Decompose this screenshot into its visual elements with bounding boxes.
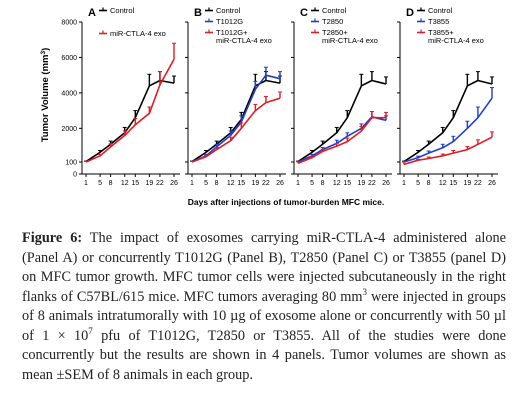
legend-label: T1012G — [216, 17, 243, 26]
legend-label: T1012G+ miR-CTLA-4 exo — [216, 28, 272, 45]
x-tick-label: 19 — [251, 180, 259, 187]
legend-label: Control — [428, 6, 453, 15]
y-tick-label: 6000 — [61, 55, 77, 62]
svg-text:Tumor Volume (mm3): Tumor Volume (mm3) — [40, 48, 52, 143]
x-tick-label: 8 — [109, 180, 113, 187]
x-tick-label: 26 — [382, 180, 390, 187]
x-tick-label: 26 — [276, 180, 284, 187]
caption-sup-2: 7 — [88, 325, 93, 336]
x-axis-label: Days after injections of tumor-burden MF… — [188, 197, 384, 207]
caption-text-1: The impact of exosomes carrying miR-CTLA… — [22, 230, 506, 305]
x-tick-label: 19 — [357, 180, 365, 187]
figure-caption: Figure 6: The impact of exosomes carryin… — [22, 229, 506, 385]
x-tick-label: 8 — [215, 180, 219, 187]
y-axis-label: Tumor Volume (mm3) — [40, 48, 52, 143]
x-tick-label: 5 — [416, 180, 420, 187]
y-tick-label: 2000 — [61, 126, 77, 133]
panel-letter: D — [406, 7, 414, 19]
x-tick-label: 15 — [131, 180, 139, 187]
caption-text-3: pfu of T1012G, T2850 or T3855. All of th… — [22, 327, 506, 383]
legend-label: T2850+ miR-CTLA-4 exo — [322, 28, 378, 45]
x-tick-label: 1 — [190, 180, 194, 187]
x-tick-label: 1 — [296, 180, 300, 187]
series-line — [403, 136, 493, 166]
panel-letter: C — [300, 7, 308, 19]
y-tick-label: 100 — [65, 160, 77, 167]
x-tick-label: 22 — [156, 180, 164, 187]
x-tick-label: 1 — [84, 180, 88, 187]
x-tick-label: 1 — [402, 180, 406, 187]
x-tick-label: 22 — [368, 180, 376, 187]
legend-label: T3855 — [428, 17, 449, 26]
series-line — [403, 97, 493, 163]
legend-label: Control — [216, 6, 241, 15]
panel-letter: B — [194, 7, 202, 19]
legend-label: T2850 — [322, 17, 343, 26]
x-tick-label: 26 — [170, 180, 178, 187]
x-tick-label: 5 — [204, 180, 208, 187]
series-line — [297, 116, 387, 163]
x-tick-label: 12 — [439, 180, 447, 187]
legend-label: Control — [322, 6, 347, 15]
legend-label: T3855+ miR-CTLA-4 exo — [428, 28, 484, 45]
x-tick-label: 19 — [145, 180, 153, 187]
y-tick-label: 0 — [73, 172, 77, 179]
x-tick-label: 15 — [237, 180, 245, 187]
x-tick-label: 22 — [262, 180, 270, 187]
x-tick-label: 26 — [488, 180, 496, 187]
caption-text-2: were injected in groups of 8 animals int… — [22, 288, 506, 344]
x-tick-label: 8 — [427, 180, 431, 187]
series-line — [191, 74, 281, 163]
series-line — [191, 79, 281, 163]
x-tick-label: 22 — [474, 180, 482, 187]
y-tick-label: 8000 — [61, 20, 77, 27]
x-tick-label: 12 — [333, 180, 341, 187]
y-tick-label: 4000 — [61, 90, 77, 97]
y-axis-ticks: 0 100 2000 4000 6000 8000 — [61, 20, 77, 179]
panel-letter: A — [88, 7, 96, 19]
caption-sup-1: 3 — [362, 286, 367, 297]
x-tick-label: 12 — [121, 180, 129, 187]
x-tick-label: 15 — [449, 180, 457, 187]
x-tick-label: 15 — [343, 180, 351, 187]
x-tick-label: 12 — [227, 180, 235, 187]
caption-label: Figure 6: — [22, 230, 83, 246]
x-tick-label: 8 — [321, 180, 325, 187]
series-line — [297, 79, 387, 163]
x-tick-label: 5 — [310, 180, 314, 187]
series-line — [403, 79, 493, 163]
x-tick-label: 19 — [463, 180, 471, 187]
tumor-volume-figure: Tumor Volume (mm3) 01002000400060008000 … — [40, 6, 498, 207]
series-line — [85, 79, 175, 163]
legend-label: miR-CTLA-4 exo — [110, 29, 166, 38]
legend-label: Control — [110, 6, 135, 15]
x-tick-label: 5 — [98, 180, 102, 187]
series-line — [85, 58, 175, 163]
